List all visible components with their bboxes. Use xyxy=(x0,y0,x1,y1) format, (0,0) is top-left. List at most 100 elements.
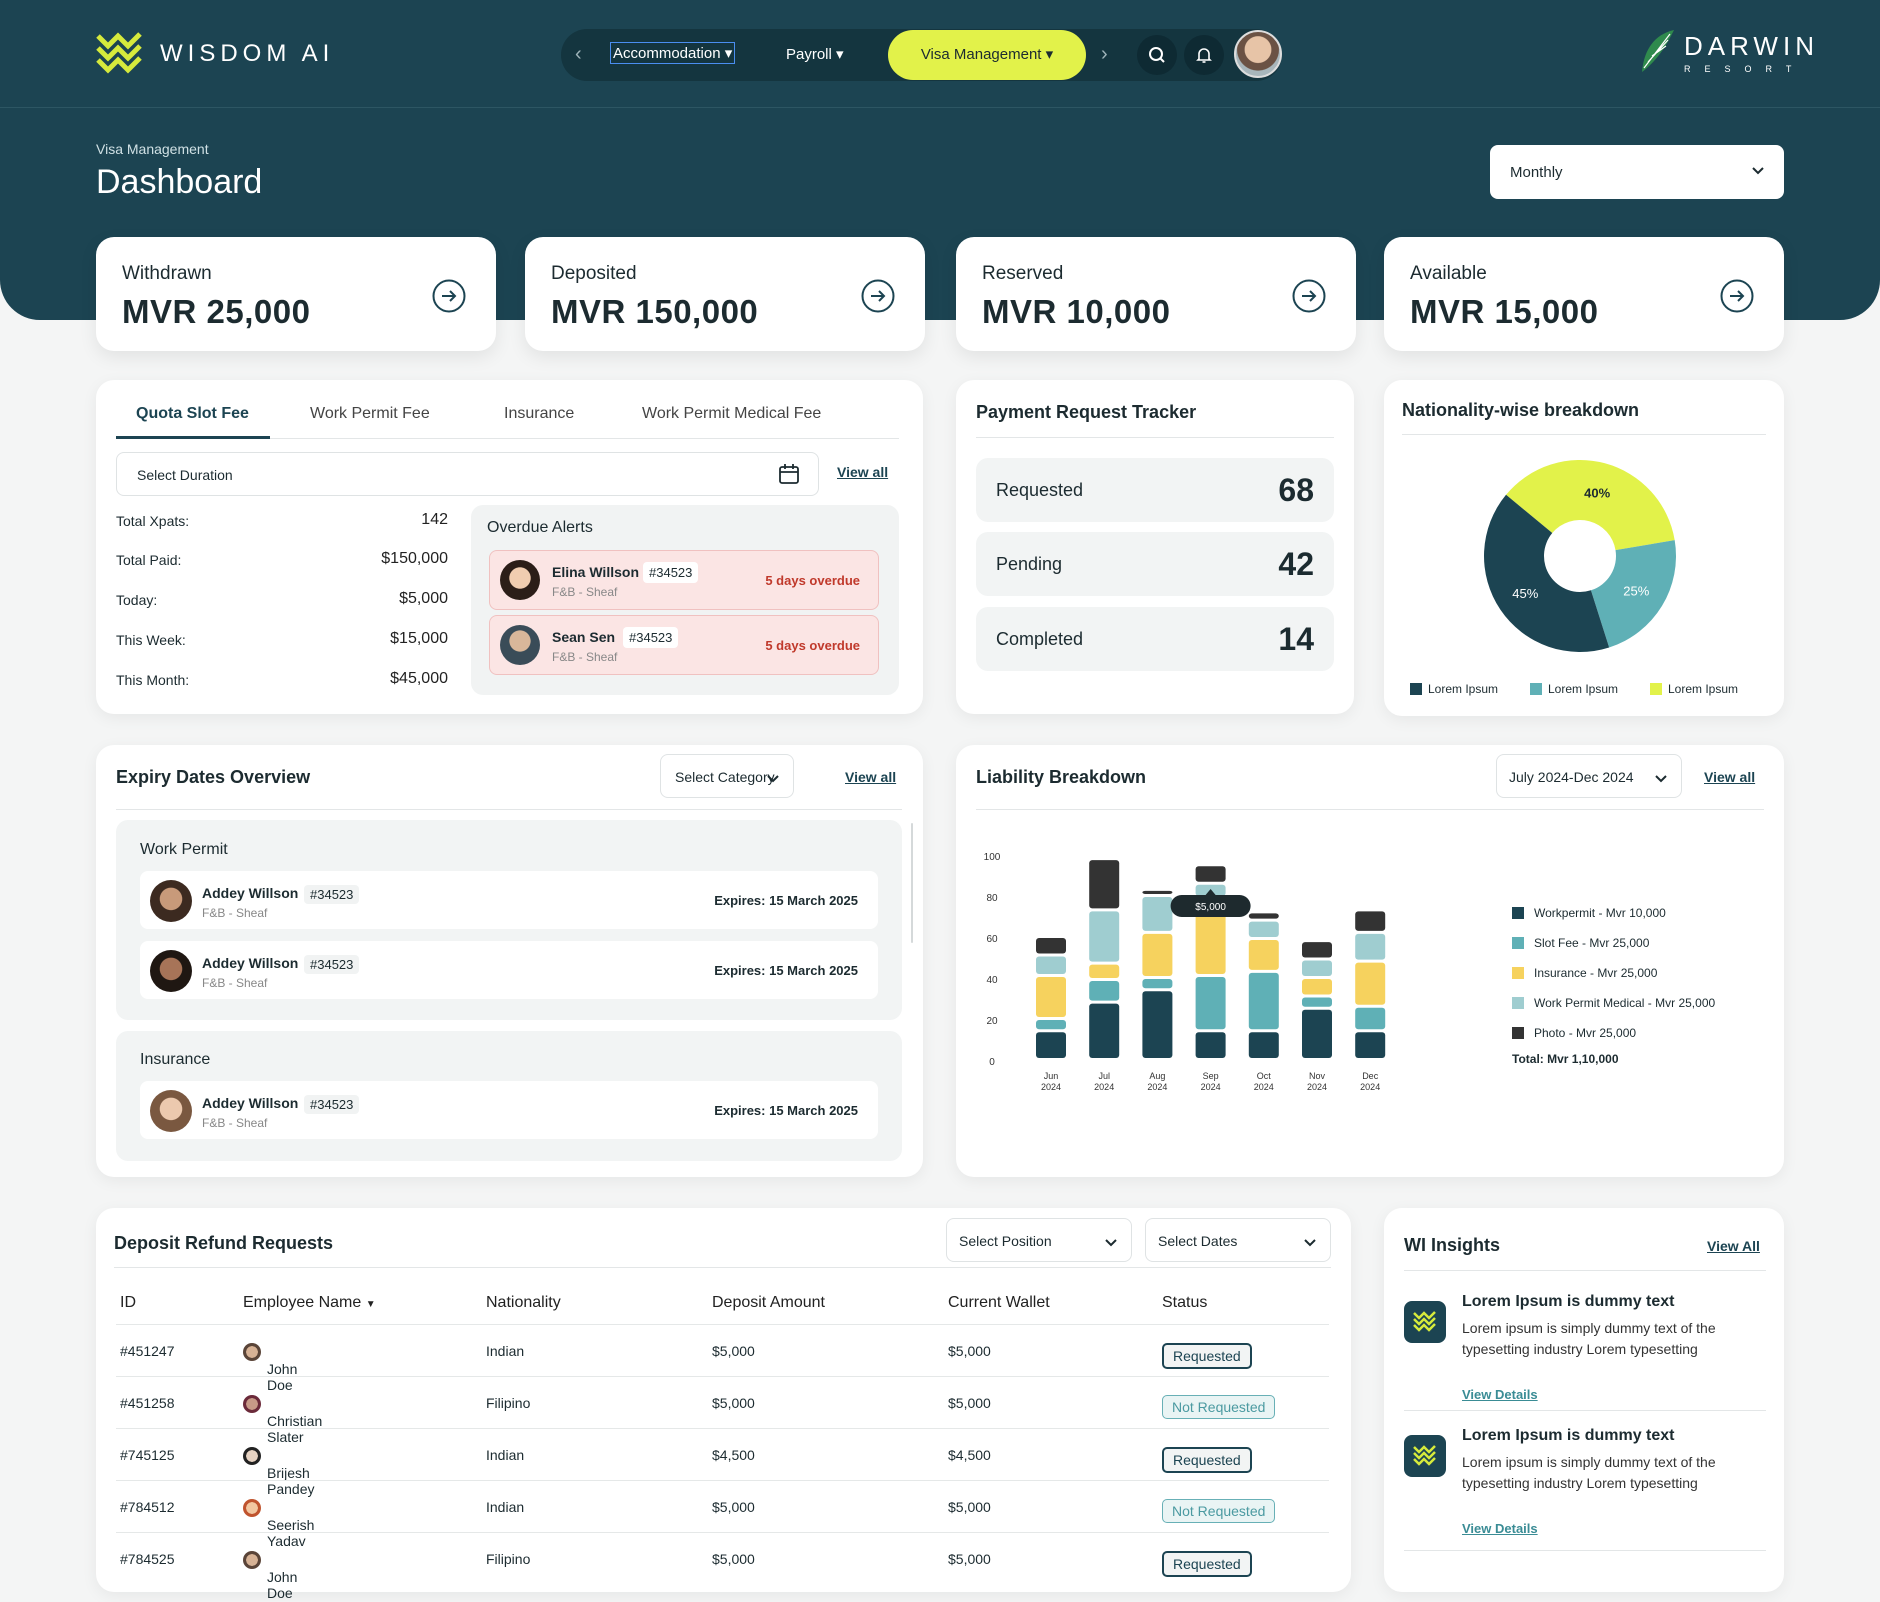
bar-segment[interactable] xyxy=(1036,1020,1066,1030)
notifications-button[interactable] xyxy=(1184,35,1224,75)
nav-prev-icon[interactable]: ‹ xyxy=(575,43,582,65)
date-range-select[interactable]: July 2024-Dec 2024 xyxy=(1496,754,1682,798)
table-row[interactable]: #451247 John Doe Indian $5,000 $5,000 Re… xyxy=(116,1324,1329,1393)
bar-segment[interactable] xyxy=(1248,1032,1279,1058)
insight-view-details-link[interactable]: View Details xyxy=(1462,1521,1538,1536)
tracker-requested[interactable]: Requested 68 xyxy=(976,458,1334,522)
bar-segment[interactable] xyxy=(1248,972,1279,1030)
duration-picker[interactable]: Select Duration xyxy=(116,452,819,496)
expiry-person[interactable]: Addey Willson #34523 F&B - Sheaf Expires… xyxy=(140,871,878,929)
breadcrumb[interactable]: Visa Management xyxy=(96,141,209,157)
bar-segment[interactable] xyxy=(1036,1032,1066,1058)
expiry-person[interactable]: Addey Willson #34523 F&B - Sheaf Expires… xyxy=(140,1081,878,1139)
bar-segment[interactable] xyxy=(1195,866,1226,882)
col-status[interactable]: Status xyxy=(1162,1294,1208,1311)
bar-segment[interactable] xyxy=(1248,913,1279,919)
tab-insurance[interactable]: Insurance xyxy=(504,405,575,422)
bar-segment[interactable] xyxy=(1142,991,1173,1058)
bar-segment[interactable] xyxy=(1302,1009,1332,1058)
tab-work-permit-medical-fee[interactable]: Work Permit Medical Fee xyxy=(642,405,822,422)
insights-view-all-link[interactable]: View All xyxy=(1707,1238,1760,1254)
period-select[interactable]: Monthly xyxy=(1490,145,1784,199)
kv-value: $15,000 xyxy=(390,630,448,647)
bar-segment[interactable] xyxy=(1248,921,1279,938)
table-row[interactable]: #784512 Seerish Yadav Indian $5,000 $5,0… xyxy=(116,1480,1329,1549)
pie-slice[interactable] xyxy=(1506,460,1675,551)
tab-active-indicator xyxy=(116,436,270,439)
bar-segment[interactable] xyxy=(1195,899,1226,974)
col-deposit-amount[interactable]: Deposit Amount xyxy=(712,1294,825,1311)
brand-logo[interactable]: WISDOM AI xyxy=(96,32,334,76)
bar-segment[interactable] xyxy=(1195,1032,1226,1058)
bar-segment[interactable] xyxy=(1089,911,1120,962)
arrow-right-circle-icon[interactable] xyxy=(1292,279,1326,313)
fees-view-all-link[interactable]: View all xyxy=(837,464,889,480)
bar-segment[interactable] xyxy=(1089,1003,1120,1058)
bar-segment[interactable] xyxy=(1355,962,1386,1005)
tab-quota-slot-fee[interactable]: Quota Slot Fee xyxy=(136,405,249,422)
bar-segment[interactable] xyxy=(1142,933,1173,976)
expiry-person[interactable]: Addey Willson #34523 F&B - Sheaf Expires… xyxy=(140,941,878,999)
bar-segment[interactable] xyxy=(1142,897,1173,931)
bar-segment[interactable] xyxy=(1036,956,1066,974)
bar-segment[interactable] xyxy=(1142,979,1173,989)
arrow-right-circle-icon[interactable] xyxy=(1720,279,1754,313)
bar-segment[interactable] xyxy=(1355,1007,1386,1030)
bar-segment[interactable] xyxy=(1355,933,1386,960)
nav-next-icon[interactable]: › xyxy=(1101,43,1108,65)
liability-view-all-link[interactable]: View all xyxy=(1704,769,1756,785)
bar-segment[interactable] xyxy=(1089,964,1120,979)
user-avatar[interactable] xyxy=(1234,30,1282,78)
col-current-wallet[interactable]: Current Wallet xyxy=(948,1294,1050,1311)
search-button[interactable] xyxy=(1137,35,1177,75)
bar-segment[interactable] xyxy=(1036,976,1066,1017)
bar-segment[interactable] xyxy=(1302,997,1332,1007)
bar-segment[interactable] xyxy=(1195,976,1226,1030)
nav-item-payroll[interactable]: Payroll ▾ xyxy=(786,46,844,63)
alert-dept: F&B - Sheaf xyxy=(552,585,618,599)
nav-item-accommodation[interactable]: Accommodation ▾ xyxy=(609,42,736,64)
expiry-view-all-link[interactable]: View all xyxy=(845,769,897,785)
avatar xyxy=(243,1343,261,1361)
bar-segment[interactable] xyxy=(1302,942,1332,958)
expiry-section-insurance: Insurance Addey Willson #34523 F&B - She… xyxy=(116,1031,902,1161)
bar-segment[interactable] xyxy=(1036,938,1066,954)
table-row[interactable]: #745125 Brijesh Pandey Indian $4,500 $4,… xyxy=(116,1428,1329,1497)
bar-segment[interactable] xyxy=(1089,981,1120,1001)
bar-segment[interactable] xyxy=(1248,940,1279,970)
overdue-alert-item[interactable]: Sean Sen #34523 F&B - Sheaf 5 days overd… xyxy=(489,615,879,675)
dates-select[interactable]: Select Dates xyxy=(1145,1218,1331,1262)
pie-slice[interactable] xyxy=(1590,540,1676,648)
kv-this-week: This Week: $15,000 xyxy=(116,630,448,648)
bar-segment[interactable] xyxy=(1089,860,1120,909)
bar-segment[interactable] xyxy=(1302,960,1332,976)
y-tick-label: 0 xyxy=(989,1057,995,1068)
arrow-right-circle-icon[interactable] xyxy=(432,279,466,313)
y-tick-label: 60 xyxy=(986,934,998,945)
bar-segment[interactable] xyxy=(1355,1032,1386,1058)
insights-title: WI Insights xyxy=(1404,1235,1500,1255)
insight-view-details-link[interactable]: View Details xyxy=(1462,1387,1538,1402)
col-employee-name[interactable]: Employee Name ▼ xyxy=(243,1294,376,1312)
table-row[interactable]: #784525 John Doe Filipino $5,000 $5,000 … xyxy=(116,1532,1329,1601)
nav-item-visa-management[interactable]: Visa Management ▾ xyxy=(888,30,1086,80)
overdue-alert-item[interactable]: Elina Willson #34523 F&B - Sheaf 5 days … xyxy=(489,550,879,610)
col-nationality[interactable]: Nationality xyxy=(486,1294,561,1311)
pie-slice[interactable] xyxy=(1484,494,1610,652)
category-select[interactable]: Select Category xyxy=(660,754,794,798)
bar-segment[interactable] xyxy=(1355,911,1386,931)
liability-legend: Workpermit - Mvr 10,000 Slot Fee - Mvr 25… xyxy=(1512,898,1772,1066)
divider xyxy=(1404,1270,1766,1271)
alert-dept: F&B - Sheaf xyxy=(552,650,618,664)
col-id[interactable]: ID xyxy=(120,1294,136,1311)
tracker-completed[interactable]: Completed 14 xyxy=(976,607,1334,671)
position-select[interactable]: Select Position xyxy=(946,1218,1132,1262)
table-row[interactable]: #451258 Christian Slater Filipino $5,000… xyxy=(116,1376,1329,1445)
bar-segment[interactable] xyxy=(1142,890,1173,894)
cell-id: #784512 xyxy=(120,1499,175,1515)
tab-work-permit-fee[interactable]: Work Permit Fee xyxy=(310,405,430,422)
scrollbar[interactable] xyxy=(911,823,913,943)
tracker-pending[interactable]: Pending 42 xyxy=(976,532,1334,596)
bar-segment[interactable] xyxy=(1302,979,1332,995)
arrow-right-circle-icon[interactable] xyxy=(861,279,895,313)
